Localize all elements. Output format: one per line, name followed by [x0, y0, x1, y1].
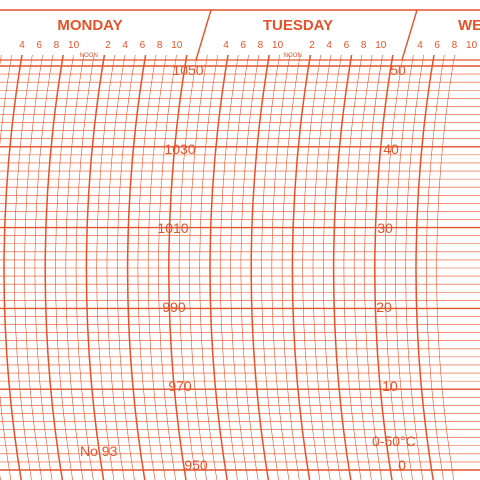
hour-tick-label: 6 — [240, 40, 246, 51]
scale-labels: 1050 50 1030 40 1010 30 990 20 970 10 950 0 — [157, 62, 406, 473]
day-label-tuesday: TUESDAY — [263, 17, 333, 34]
grid-time-arc — [199, 54, 218, 480]
grid-time-arc — [415, 54, 435, 480]
grid-time-arc — [312, 54, 332, 480]
grid-time-arc — [44, 54, 64, 480]
grid-time-arc — [364, 54, 383, 480]
grid-time-arc — [126, 54, 147, 480]
grid-time-arc — [106, 54, 126, 480]
day-label-wednesday-partial: WE — [458, 17, 480, 34]
grid-time-arc — [281, 54, 301, 480]
pressure-scale-label: 1030 — [164, 141, 195, 157]
grid-time-arc — [291, 54, 312, 480]
grid-time-arc — [261, 54, 280, 480]
grid-time-arc — [65, 54, 85, 480]
grid-time-arc — [14, 54, 33, 480]
hour-tick-label: 8 — [452, 40, 458, 51]
hour-tick-label: 8 — [361, 40, 367, 51]
temperature-range-label: 0-50°C — [372, 433, 416, 449]
temperature-scale-label: 20 — [376, 299, 392, 315]
hour-tick-label: 6 — [434, 40, 440, 51]
hour-tick-label: 4 — [19, 40, 25, 51]
grid-time-arc — [343, 54, 363, 480]
grid-time-arc — [178, 54, 198, 480]
grid-time-arc — [332, 54, 353, 480]
grid-time-arc — [230, 54, 249, 480]
grid-time-arc — [426, 54, 445, 480]
grid-time-arc — [220, 54, 239, 480]
grid-time-arc — [158, 54, 177, 480]
grid-time-arc — [323, 54, 342, 480]
grid-time-arc — [374, 54, 394, 480]
grid-time-arc — [147, 54, 167, 480]
grid-time-arc — [75, 54, 95, 480]
grid-time-arc — [55, 54, 74, 480]
pressure-scale-label: 950 — [184, 457, 208, 473]
hour-tick-label: 2 — [105, 40, 111, 51]
hour-tick-label: 10 — [68, 40, 80, 51]
chart-grid — [0, 9, 480, 480]
grid-time-arc — [209, 54, 229, 480]
grid-time-arc — [436, 54, 455, 480]
grid-time-arc — [271, 54, 291, 480]
grid-time-arc — [117, 54, 136, 480]
grid-time-arc — [137, 54, 157, 480]
grid-time-arc — [168, 54, 188, 480]
day-header: MONDAY TUESDAY WE — [57, 17, 480, 34]
hour-tick-label: 8 — [258, 40, 264, 51]
grid-time-arc — [34, 54, 54, 480]
grid-time-arc — [250, 54, 270, 480]
grid-time-arc — [0, 54, 12, 480]
hour-tick-label: 10 — [272, 40, 284, 51]
hour-tick-label: 10 — [375, 40, 387, 51]
hour-tick-label: 4 — [122, 40, 128, 51]
grid-time-arc — [353, 54, 373, 480]
grid-time-arc — [405, 54, 424, 480]
chart-number-label: No.93 — [80, 443, 118, 459]
pressure-scale-label: 1010 — [157, 220, 188, 236]
hour-tick-label: 6 — [36, 40, 42, 51]
grid-time-arc — [85, 54, 106, 480]
temperature-scale-label: 30 — [377, 220, 393, 236]
hour-tick-label: 10 — [171, 40, 183, 51]
hour-tick-label: 8 — [157, 40, 163, 51]
grid-time-arc — [395, 54, 414, 480]
temperature-scale-label: 10 — [382, 378, 398, 394]
hour-tick-label: 10 — [466, 40, 478, 51]
grid-time-arc — [189, 54, 208, 480]
noon-label: NOON — [284, 53, 302, 59]
hour-tick-label: 6 — [140, 40, 146, 51]
grid-time-arc — [384, 54, 404, 480]
pressure-scale-label: 1050 — [172, 62, 203, 78]
temperature-scale-label: 40 — [383, 141, 399, 157]
day-divider-slant — [401, 9, 418, 61]
pressure-scale-label: 990 — [162, 299, 186, 315]
hour-tick-label: 2 — [309, 40, 315, 51]
day-label-monday: MONDAY — [57, 17, 122, 34]
grid-time-arc — [24, 54, 43, 480]
temperature-scale-label: 0 — [398, 457, 406, 473]
hour-tick-label: 8 — [54, 40, 60, 51]
hour-tick-label: 4 — [326, 40, 332, 51]
grid-time-arc — [3, 54, 23, 480]
hour-tick-label: 4 — [417, 40, 423, 51]
hour-tick-label: 4 — [223, 40, 229, 51]
noon-label: NOON — [80, 53, 98, 59]
pressure-scale-label: 970 — [168, 378, 192, 394]
temperature-scale-label: 50 — [390, 62, 406, 78]
grid-time-arc — [240, 54, 260, 480]
grid-time-arc — [302, 54, 321, 480]
hour-tick-label: 6 — [344, 40, 350, 51]
grid-time-arc — [96, 54, 115, 480]
day-divider-slant — [195, 9, 212, 61]
